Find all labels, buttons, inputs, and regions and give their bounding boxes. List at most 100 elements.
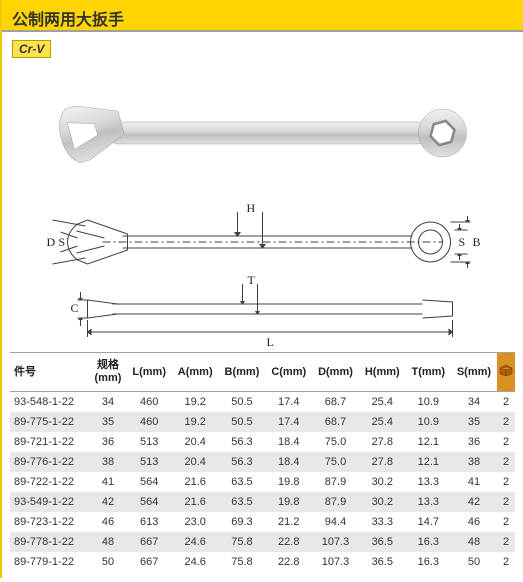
cell: 460 — [127, 392, 172, 413]
cell: 16.3 — [406, 552, 451, 572]
label-H: H — [247, 202, 256, 215]
cell: 18.4 — [265, 452, 312, 472]
cell: 36 — [451, 432, 497, 452]
table-row: 93-549-1-224256421.663.519.887.930.213.3… — [10, 492, 515, 512]
cell: 36.5 — [359, 552, 406, 572]
cell: 19.8 — [265, 472, 312, 492]
cell-part-no: 89-775-1-22 — [10, 412, 89, 432]
cell: 36.5 — [359, 532, 406, 552]
cell: 2 — [497, 452, 515, 472]
cell: 2 — [497, 552, 515, 572]
cell: 19.8 — [265, 492, 312, 512]
col-1: 规格(mm) — [89, 353, 126, 392]
cell: 56.3 — [219, 432, 266, 452]
table-row: 89-721-1-223651320.456.318.475.027.812.1… — [10, 432, 515, 452]
cell: 63.5 — [219, 472, 266, 492]
cell: 42 — [89, 492, 126, 512]
cell: 13.3 — [406, 472, 451, 492]
cell: 75.0 — [312, 432, 359, 452]
spec-table: 件号规格(mm)L(mm)A(mm)B(mm)C(mm)D(mm)H(mm)T(… — [10, 352, 515, 572]
cell: 513 — [127, 432, 172, 452]
cell: 22.8 — [265, 552, 312, 572]
cell: 34 — [89, 392, 126, 413]
col-3: A(mm) — [172, 353, 219, 392]
cell: 38 — [451, 452, 497, 472]
cell: 35 — [451, 412, 497, 432]
cell: 23.0 — [172, 512, 219, 532]
material-badge: Cr-V — [12, 40, 51, 58]
label-T: T — [248, 273, 256, 287]
cell: 68.7 — [312, 412, 359, 432]
col-7: H(mm) — [359, 353, 406, 392]
cell: 2 — [497, 512, 515, 532]
package-icon — [499, 364, 513, 376]
cell: 24.6 — [172, 532, 219, 552]
cell: 13.3 — [406, 492, 451, 512]
cell: 460 — [127, 412, 172, 432]
title-text: 公制两用大扳手 — [12, 12, 124, 29]
cell-part-no: 89-723-1-22 — [10, 512, 89, 532]
col-5: C(mm) — [265, 353, 312, 392]
table-header-row: 件号规格(mm)L(mm)A(mm)B(mm)C(mm)D(mm)H(mm)T(… — [10, 353, 515, 392]
cell: 24.6 — [172, 552, 219, 572]
cell: 10.9 — [406, 392, 451, 413]
cell: 94.4 — [312, 512, 359, 532]
cell: 48 — [89, 532, 126, 552]
cell: 564 — [127, 492, 172, 512]
cell: 16.3 — [406, 532, 451, 552]
cell: 107.3 — [312, 532, 359, 552]
cell: 10.9 — [406, 412, 451, 432]
cell: 19.2 — [172, 412, 219, 432]
cell: 87.9 — [312, 492, 359, 512]
col-pack-icon — [497, 353, 515, 392]
cell: 36 — [89, 432, 126, 452]
cell: 75.8 — [219, 552, 266, 572]
cell: 2 — [497, 432, 515, 452]
cell: 27.8 — [359, 452, 406, 472]
cell: 2 — [497, 492, 515, 512]
cell: 46 — [89, 512, 126, 532]
cell: 2 — [497, 412, 515, 432]
cell: 667 — [127, 552, 172, 572]
col-9: S(mm) — [451, 353, 497, 392]
cell: 35 — [89, 412, 126, 432]
cell: 50 — [451, 552, 497, 572]
col-4: B(mm) — [219, 353, 266, 392]
cell: 20.4 — [172, 432, 219, 452]
cell: 25.4 — [359, 392, 406, 413]
cell: 42 — [451, 492, 497, 512]
cell: 2 — [497, 532, 515, 552]
label-D: D — [47, 235, 56, 249]
cell-part-no: 89-778-1-22 — [10, 532, 89, 552]
col-part-no: 件号 — [10, 353, 89, 392]
cell: 30.2 — [359, 492, 406, 512]
label-C: C — [71, 301, 79, 315]
cell: 68.7 — [312, 392, 359, 413]
cell: 2 — [497, 392, 515, 413]
cell: 38 — [89, 452, 126, 472]
cell: 21.6 — [172, 492, 219, 512]
cell: 21.2 — [265, 512, 312, 532]
cell: 18.4 — [265, 432, 312, 452]
cell-part-no: 89-776-1-22 — [10, 452, 89, 472]
table-row: 89-723-1-224661323.069.321.294.433.314.7… — [10, 512, 515, 532]
table-row: 89-775-1-223546019.250.517.468.725.410.9… — [10, 412, 515, 432]
cell-part-no: 89-721-1-22 — [10, 432, 89, 452]
cell: 75.8 — [219, 532, 266, 552]
cell: 613 — [127, 512, 172, 532]
table-row: 89-779-1-225066724.675.822.8107.336.516.… — [10, 552, 515, 572]
cell: 12.1 — [406, 452, 451, 472]
label-B: B — [473, 235, 481, 249]
label-L: L — [267, 335, 274, 349]
cell: 25.4 — [359, 412, 406, 432]
label-S: S — [59, 235, 66, 249]
cell-part-no: 93-549-1-22 — [10, 492, 89, 512]
cell: 41 — [89, 472, 126, 492]
cell: 87.9 — [312, 472, 359, 492]
cell: 41 — [451, 472, 497, 492]
cell: 69.3 — [219, 512, 266, 532]
cell: 30.2 — [359, 472, 406, 492]
cell: 2 — [497, 472, 515, 492]
cell: 63.5 — [219, 492, 266, 512]
col-6: D(mm) — [312, 353, 359, 392]
